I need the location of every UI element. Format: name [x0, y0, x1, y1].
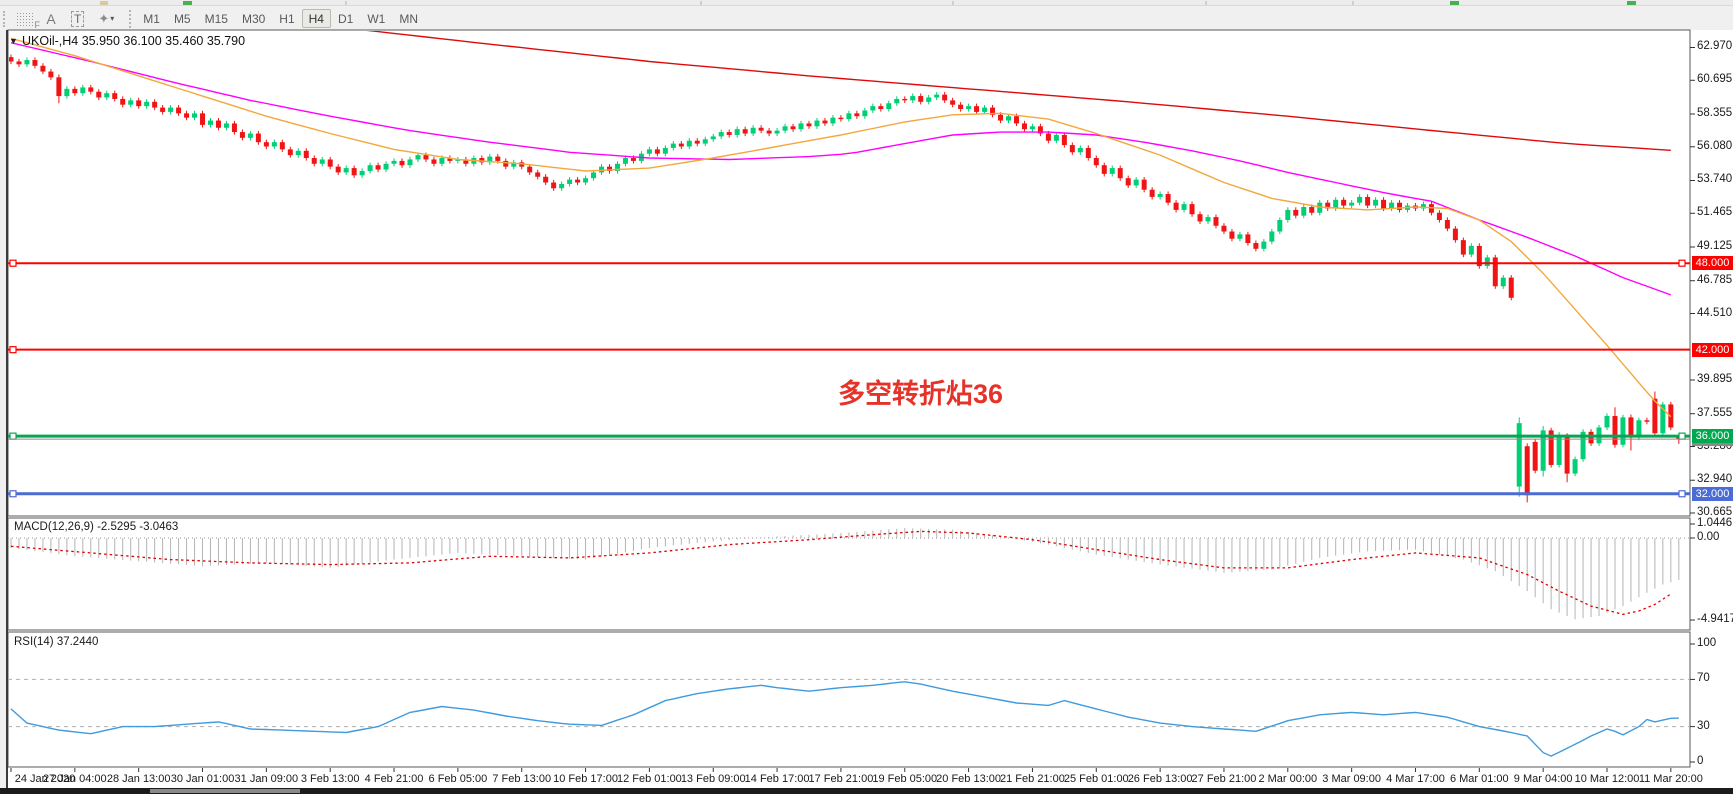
- timeframe-button-M30[interactable]: M30: [241, 11, 266, 26]
- timeframe-button-group: M1 M5 M15 M30 H1 H4 D1 W1 MN: [136, 9, 425, 28]
- rsi-axis-label: 30: [1697, 719, 1710, 732]
- price-tick-label: 44.510: [1697, 306, 1733, 319]
- time-axis-label[interactable]: 17 Feb 21:00: [808, 773, 874, 785]
- macd-axis-label: -4.9417: [1697, 613, 1733, 626]
- symbol-dropdown-triangle-icon[interactable]: ▼: [9, 36, 18, 46]
- price-tick-label: 37.555: [1697, 406, 1733, 419]
- price-tick-label: 46.785: [1697, 273, 1733, 286]
- time-axis-label[interactable]: 10 Feb 17:00: [553, 773, 618, 785]
- upper-toolbar-sliver: [0, 0, 1733, 6]
- hline-price-badge[interactable]: 42.000: [1692, 342, 1733, 357]
- time-axis-label[interactable]: 10 Mar 12:00: [1574, 773, 1640, 785]
- toolbar-drag-handle[interactable]: [3, 10, 8, 27]
- time-axis-label[interactable]: 26 Feb 13:00: [1127, 773, 1193, 785]
- annotation-text[interactable]: 多空转折炶36: [838, 379, 1004, 409]
- price-tick-label: 49.125: [1697, 240, 1733, 252]
- toolbar-sliver-speck: [1450, 1, 1459, 5]
- text-label-button[interactable]: A: [46, 10, 56, 27]
- price-tick-label: 56.080: [1697, 139, 1733, 152]
- price-tick-label: 51.465: [1697, 206, 1733, 219]
- timeframe-button-M15[interactable]: M15: [204, 11, 228, 26]
- timeframe-button-M5[interactable]: M5: [173, 11, 191, 26]
- timeframe-button-W1[interactable]: W1: [367, 11, 386, 26]
- price-tick-label: 53.740: [1697, 173, 1733, 186]
- timeframe-button-M1[interactable]: M1: [143, 11, 160, 26]
- time-axis-label[interactable]: 4 Feb 21:00: [364, 773, 424, 785]
- chevron-down-icon: ▾: [110, 14, 115, 23]
- time-axis-label[interactable]: 11 Mar 20:00: [1638, 773, 1703, 785]
- price-tick-label: 39.895: [1697, 373, 1733, 385]
- macd-axis-label: 0.00: [1697, 531, 1720, 543]
- time-axis-label[interactable]: 27 Feb 21:00: [1191, 773, 1257, 785]
- time-axis-label[interactable]: 21 Feb 21:00: [1000, 773, 1065, 785]
- price-tick-label: 62.970: [1697, 40, 1733, 53]
- text-box-icon: T: [71, 10, 85, 27]
- rsi-axis-label: 100: [1697, 637, 1717, 649]
- time-axis-label[interactable]: 9 Mar 04:00: [1513, 773, 1573, 785]
- price-tick-label: 30.665: [1697, 506, 1733, 518]
- time-axis-label[interactable]: 25 Feb 01:00: [1063, 773, 1129, 785]
- time-axis-label[interactable]: 31 Jan 09:00: [234, 773, 299, 785]
- time-axis-label[interactable]: 20 Feb 13:00: [936, 773, 1002, 785]
- time-axis-label[interactable]: 30 Jan 01:00: [170, 773, 235, 785]
- timeframe-button-H4[interactable]: H4: [301, 9, 331, 28]
- time-axis-label[interactable]: 7 Feb 13:00: [492, 773, 552, 785]
- hline-price-badge[interactable]: 36.000: [1692, 429, 1733, 444]
- toolbar-sliver-speck: [183, 1, 192, 5]
- price-tick-label: 60.695: [1697, 73, 1733, 86]
- toolbar-sliver-speck: [952, 1, 954, 5]
- toolbar-sliver-speck: [1205, 1, 1207, 5]
- time-axis-label[interactable]: 2 Mar 00:00: [1258, 773, 1318, 785]
- chart-toolbar: F A T ✦ ▾ M1 M5 M15 M30 H1 H4 D1 W1 MN: [0, 7, 1733, 30]
- rsi-indicator-label: RSI(14) 37.2440: [14, 636, 99, 648]
- macd-indicator-label: MACD(12,26,9) -2.5295 -3.0463: [14, 521, 179, 533]
- toolbar-sliver-speck: [1352, 1, 1354, 5]
- toolbar-sliver-speck: [700, 1, 702, 5]
- time-axis-label[interactable]: 27 Jan 04:00: [43, 773, 107, 785]
- toolbar-sliver-speck: [345, 1, 347, 5]
- time-axis-label[interactable]: 6 Feb 05:00: [428, 773, 488, 785]
- time-axis-label[interactable]: 6 Mar 01:00: [1449, 773, 1509, 785]
- cursor-arrows-icon: ✦: [98, 10, 109, 26]
- timeframe-button-D1[interactable]: D1: [337, 11, 354, 26]
- symbol-ohlc-title: UKOil-,H4 35.950 36.100 35.460 35.790: [22, 34, 246, 48]
- time-axis-label[interactable]: 12 Feb 01:00: [616, 773, 682, 785]
- templates-grid-icon[interactable]: F: [16, 11, 40, 30]
- arrow-objects-button[interactable]: ✦ ▾: [91, 9, 121, 28]
- timeframe-button-H1[interactable]: H1: [279, 11, 295, 26]
- hline-price-badge[interactable]: 48.000: [1692, 256, 1733, 271]
- timeframe-button-MN[interactable]: MN: [399, 11, 418, 26]
- price-tick-label: 58.355: [1697, 106, 1733, 119]
- time-axis-label[interactable]: 13 Feb 09:00: [680, 773, 746, 785]
- price-tick-label: 32.940: [1697, 473, 1733, 486]
- time-axis-label[interactable]: 28 Jan 13:00: [106, 773, 171, 785]
- text-box-button[interactable]: T: [64, 9, 91, 28]
- time-axis-label[interactable]: 24 Jan 2020: [14, 773, 76, 785]
- time-axis-label[interactable]: 14 Feb 17:00: [744, 773, 810, 785]
- time-axis-label[interactable]: 19 Feb 05:00: [872, 773, 938, 785]
- toolbar-separator[interactable]: [129, 9, 132, 28]
- horizontal-scrollbar[interactable]: [0, 788, 1733, 794]
- macd-axis-label: 1.0446: [1697, 517, 1733, 529]
- toolbar-sliver-speck: [1627, 1, 1636, 5]
- rsi-axis-label: 0: [1697, 755, 1704, 767]
- toolbar-sliver-speck: [100, 1, 108, 5]
- rsi-axis-label: 70: [1697, 672, 1710, 685]
- time-axis-label[interactable]: 3 Feb 13:00: [300, 773, 360, 785]
- scrollbar-thumb[interactable]: [150, 789, 300, 793]
- time-axis-label[interactable]: 3 Mar 09:00: [1322, 773, 1381, 785]
- time-axis-label[interactable]: 4 Mar 17:00: [1386, 773, 1445, 785]
- hline-price-badge[interactable]: 32.000: [1692, 486, 1733, 501]
